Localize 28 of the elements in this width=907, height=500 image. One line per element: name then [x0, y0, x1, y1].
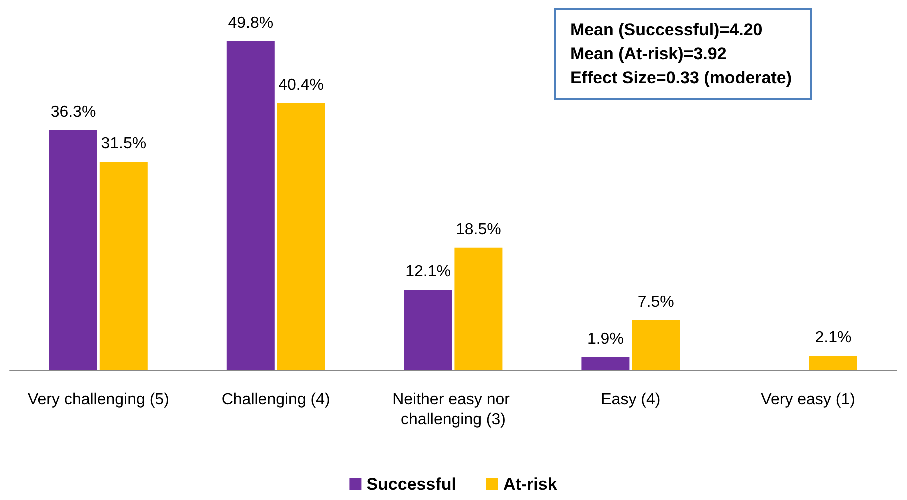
data-label: 12.1%: [406, 264, 451, 281]
data-label: 40.4%: [278, 76, 324, 94]
bar: [454, 248, 503, 370]
legend-label: Successful: [366, 475, 456, 494]
bar: [277, 103, 326, 370]
x-tick-label: Challenging (4): [222, 392, 330, 408]
data-label: 2.1%: [815, 330, 852, 347]
x-tick-label: Easy (4): [601, 392, 661, 408]
bar: [810, 356, 858, 370]
bar: [404, 290, 452, 370]
data-label: 31.5%: [101, 136, 147, 153]
data-label: 7.5%: [638, 294, 674, 311]
bar: [632, 320, 680, 370]
bar: [50, 130, 98, 370]
bar: [100, 162, 148, 370]
text: Mean (Successful)=4.20: [570, 20, 763, 40]
data-label: 1.9%: [587, 330, 624, 348]
legend-label: At-risk: [503, 475, 558, 494]
annotation: Effect Size=0.33 (moderate): [570, 68, 792, 88]
data-label: 49.8%: [228, 14, 274, 32]
annotation: Mean (At-risk)=3.92: [570, 44, 727, 64]
x-tick-label: Very easy (1): [761, 392, 856, 408]
x-tick-label: Neither easy nor challenging (3): [392, 392, 514, 428]
bar: [582, 357, 630, 370]
bar: [226, 41, 275, 370]
data-label: 36.3%: [50, 104, 96, 121]
x-tick-label: Very challenging (5): [28, 392, 170, 408]
data-label: 18.5%: [456, 221, 502, 238]
